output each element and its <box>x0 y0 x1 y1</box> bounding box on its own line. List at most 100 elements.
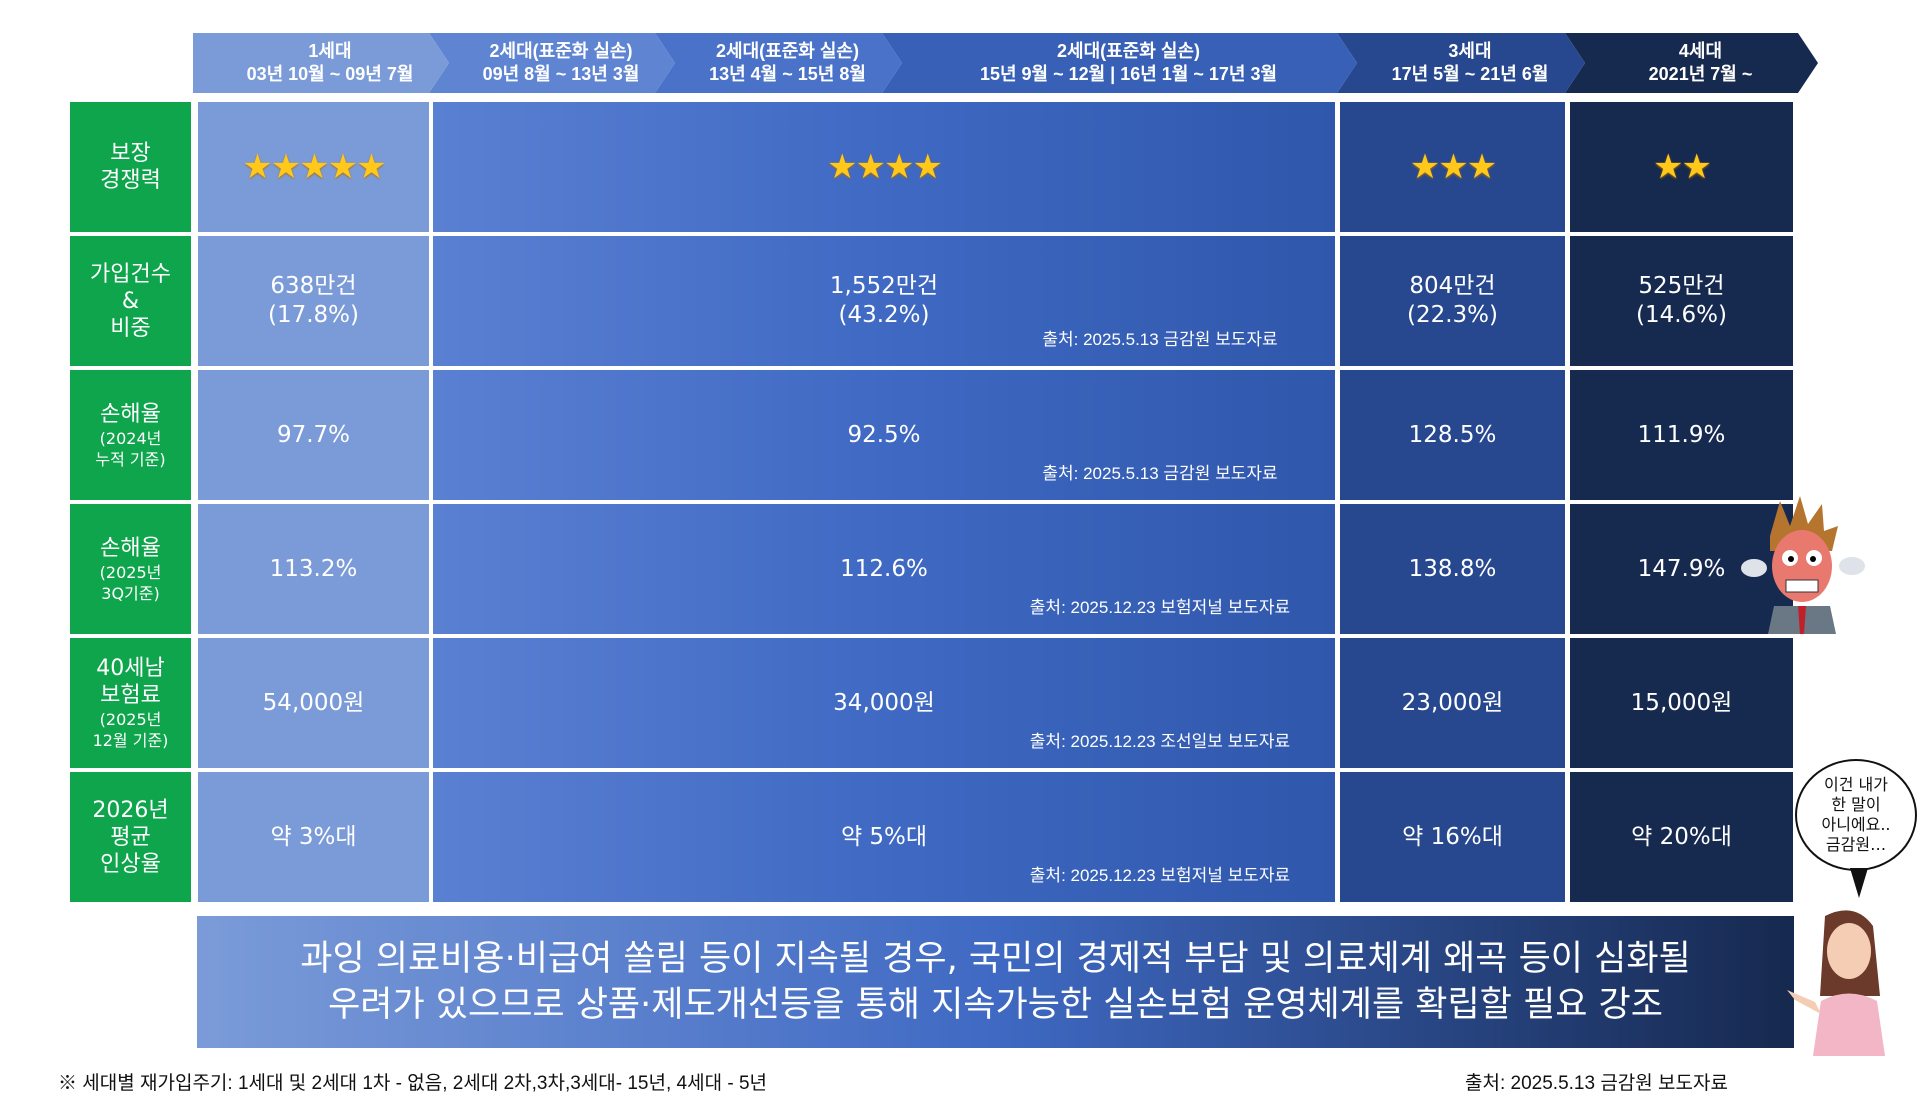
generation-name: 1세대 <box>308 41 352 61</box>
cell-value: 525만건 <box>1638 273 1725 299</box>
woman-character-icon <box>1787 910 1885 1056</box>
generation-period: 15년 9월 ~ 12월 | 16년 1월 ~ 17년 3월 <box>979 64 1278 84</box>
generation-period: 03년 10월 ~ 09년 7월 <box>246 64 414 84</box>
source-note: 출처: 2025.5.13 금감원 보도자료 <box>1042 464 1278 483</box>
cell-value: 138.8% <box>1408 555 1497 582</box>
cell-value: 638만건 <box>270 273 357 299</box>
row-label-line: 40세남 <box>96 656 165 681</box>
banner-line-1: 과잉 의료비용·비급여 쏠림 등이 지속될 경우, 국민의 경제적 부담 및 의… <box>300 939 1691 979</box>
row-label-line: 손해율 <box>100 401 161 427</box>
table-cell: 23,000원 <box>1340 638 1565 768</box>
cell-value: 1,552만건 <box>829 273 939 299</box>
row-label-line: 보험료 <box>100 683 161 708</box>
table-cell: 1,552만건 (43.2%) 출처: 2025.5.13 금감원 보도자료 <box>433 236 1335 366</box>
generation-name: 3세대 <box>1448 41 1492 61</box>
generation-period: 2021년 7월 ~ <box>1648 64 1753 84</box>
cell-value: 111.9% <box>1637 421 1726 448</box>
row-label-sub: 12월 기준) <box>92 731 169 750</box>
cell-value: 23,000원 <box>1401 689 1504 716</box>
row-label: 손해율 (2025년 3Q기준) <box>70 504 191 634</box>
cell-value: 112.6% <box>840 555 928 582</box>
table-cell: 804만건 (22.3%) <box>1340 236 1565 366</box>
row-label-line: 평균 <box>110 824 151 850</box>
cell-value: 804만건 <box>1409 273 1496 299</box>
cell-value: 약 20%대 <box>1631 823 1732 850</box>
star-rating-icon: ★★★★ <box>827 146 943 187</box>
cell-value: 97.7% <box>276 421 351 448</box>
row-label-sub: (2025년 <box>99 710 162 729</box>
table-cell: ★★★ <box>1340 102 1565 232</box>
cell-value: (14.6%) <box>1635 302 1727 328</box>
row-label-line: 경쟁력 <box>100 168 161 193</box>
table-cell: 약 3%대 <box>198 772 429 902</box>
star-rating-icon: ★★★ <box>1409 146 1497 187</box>
generation-2: 2세대(표준화 실손) 09년 8월 ~ 13년 3월 <box>429 33 675 93</box>
star-rating-icon: ★★ <box>1653 146 1712 187</box>
cell-value: (43.2%) <box>838 302 930 328</box>
generation-5: 3세대 17년 5월 ~ 21년 6월 <box>1337 33 1585 93</box>
cell-value: 113.2% <box>269 555 358 582</box>
cell-value: 15,000원 <box>1630 689 1733 716</box>
star-rating-icon: ★★★★★ <box>242 146 386 187</box>
footer-source: 출처: 2025.5.13 금감원 보도자료 <box>1465 1073 1728 1094</box>
row-label: 보장 경쟁력 <box>70 102 191 232</box>
cell-value: 128.5% <box>1408 421 1497 448</box>
table-cell: ★★ <box>1570 102 1793 232</box>
row-label-line: 보장 <box>110 141 151 166</box>
bubble-line: 이건 내가 <box>1824 775 1888 794</box>
row-label-sub: 누적 기준) <box>95 449 166 469</box>
row-label-line: 비중 <box>110 315 151 341</box>
cell-value: 약 3%대 <box>270 823 357 850</box>
generation-4: 2세대(표준화 실손) 15년 9월 ~ 12월 | 16년 1월 ~ 17년 3… <box>882 33 1357 93</box>
row-label-line: & <box>121 288 140 314</box>
generation-name: 2세대(표준화 실손) <box>1057 41 1200 61</box>
row-label-line: 인상율 <box>100 851 161 877</box>
row-label-sub: 3Q기준) <box>101 583 160 603</box>
table-cell: ★★★★ <box>433 102 1335 232</box>
row-label-line: 손해율 <box>100 535 161 561</box>
cell-value: 34,000원 <box>833 689 935 716</box>
row-label-sub: (2025년 <box>99 562 162 582</box>
cell-value: 약 16%대 <box>1402 823 1503 850</box>
table-cell: 97.7% <box>198 370 429 500</box>
table-cell: 111.9% <box>1570 370 1793 500</box>
table-cell: ★★★★★ <box>198 102 429 232</box>
table-cell: 약 16%대 <box>1340 772 1565 902</box>
source-note: 출처: 2025.12.23 조선일보 보도자료 <box>1029 732 1291 751</box>
bubble-tail <box>1850 868 1868 898</box>
generation-6: 4세대 2021년 7월 ~ <box>1565 33 1818 93</box>
generation-3: 2세대(표준화 실손) 13년 4월 ~ 15년 8월 <box>655 33 902 93</box>
cell-value: 54,000원 <box>262 689 365 716</box>
bubble-line: 한 말이 <box>1831 795 1881 814</box>
bubble-line: 금감원… <box>1825 835 1887 854</box>
table-cell: 92.5% 출처: 2025.5.13 금감원 보도자료 <box>433 370 1335 500</box>
table-cell: 113.2% <box>198 504 429 634</box>
row-label-line: 2026년 <box>92 797 169 823</box>
row-label-line: 가입건수 <box>90 261 171 287</box>
generation-period: 13년 4월 ~ 15년 8월 <box>709 64 866 84</box>
table-cell: 약 20%대 <box>1570 772 1793 902</box>
cell-value: (22.3%) <box>1406 302 1498 328</box>
table-cell: 54,000원 <box>198 638 429 768</box>
source-note: 출처: 2025.12.23 보험저널 보도자료 <box>1029 598 1291 617</box>
row-label-sub: (2024년 <box>99 428 162 448</box>
table-cell: 525만건 (14.6%) <box>1570 236 1793 366</box>
banner-line-2: 우려가 있으므로 상품·제도개선등을 통해 지속가능한 실손보험 운영체계를 확… <box>328 985 1663 1025</box>
cell-value: (17.8%) <box>267 302 359 328</box>
generation-name: 2세대(표준화 실손) <box>716 41 859 61</box>
generation-period: 17년 5월 ~ 21년 6월 <box>1391 64 1549 84</box>
cell-value: 147.9% <box>1637 555 1726 582</box>
row-label: 가입건수 & 비중 <box>70 236 191 366</box>
summary-banner: 과잉 의료비용·비급여 쏠림 등이 지속될 경우, 국민의 경제적 부담 및 의… <box>197 916 1794 1048</box>
cell-value: 92.5% <box>847 421 921 448</box>
table-cell: 638만건 (17.8%) <box>198 236 429 366</box>
table-cell: 128.5% <box>1340 370 1565 500</box>
row-label: 2026년 평균 인상율 <box>70 772 191 902</box>
generation-period: 09년 8월 ~ 13년 3월 <box>482 64 640 84</box>
bubble-line: 아니에요.. <box>1821 815 1891 834</box>
cell-value: 약 5%대 <box>840 823 928 850</box>
generation-name: 2세대(표준화 실손) <box>489 41 633 61</box>
table-cell: 138.8% <box>1340 504 1565 634</box>
generation-1: 1세대 03년 10월 ~ 09년 7월 <box>193 33 449 93</box>
